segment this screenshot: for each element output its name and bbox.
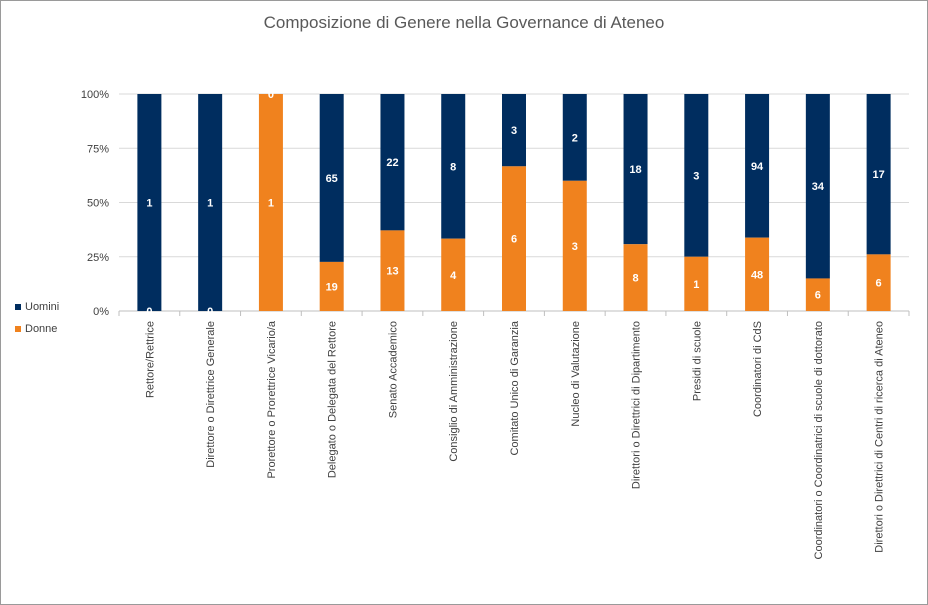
data-label-uomini: 8 <box>450 161 456 173</box>
bar-donne <box>805 278 830 311</box>
y-tick-label: 100% <box>81 89 109 101</box>
data-label-uomini: 0 <box>268 89 274 101</box>
bars: 1 0 1 0 0 1 65 19 22 13 8 4 3 6 2 3 18 8 3 1 94 48 34 6 17 6 <box>137 89 891 318</box>
data-label-donne: 8 <box>632 273 638 285</box>
x-category-label: Coordinatori o Coordinatrici di scuole d… <box>813 321 825 559</box>
bar-uomini <box>623 94 648 245</box>
bar-donne <box>380 230 405 311</box>
bar-donne <box>562 180 587 311</box>
data-label-uomini: 94 <box>751 161 764 173</box>
bar-uomini <box>745 94 770 238</box>
bar-donne <box>502 166 526 311</box>
data-label-donne: 6 <box>815 290 821 302</box>
bar-uomini <box>562 94 587 181</box>
bar-donne <box>441 238 466 311</box>
x-axis: Rettore/Rettrice Direttore o Direttrice G… <box>118 311 910 559</box>
data-label-donne: 48 <box>751 269 763 281</box>
bar-donne <box>258 94 283 311</box>
data-label-uomini: 1 <box>146 198 152 210</box>
data-label-donne: 4 <box>450 270 457 282</box>
y-tick-label: 25% <box>87 252 109 264</box>
x-category-label: Delegato o Delegata del Rettore <box>327 321 339 478</box>
bar-uomini <box>319 94 344 262</box>
bar-donne <box>684 256 709 311</box>
data-label-donne: 3 <box>572 241 578 253</box>
data-label-uomini: 3 <box>511 125 517 137</box>
data-label-donne: 1 <box>693 279 699 291</box>
legend: Uomini Donne <box>15 301 59 335</box>
bar-uomini <box>198 94 223 311</box>
x-category-label: Senato Accademico <box>387 321 399 418</box>
x-category-label: Coordinatori di CdS <box>752 321 764 417</box>
data-label-donne: 6 <box>876 278 882 290</box>
x-category-label: Direttori o Direttrici di Dipartimento <box>631 321 643 489</box>
legend-swatch-uomini <box>15 304 21 310</box>
x-category-label: Direttore o Direttrice Generale <box>205 321 217 468</box>
bar-donne <box>745 237 770 311</box>
y-tick-label: 50% <box>87 198 109 210</box>
data-label-donne: 13 <box>386 266 398 278</box>
bar-uomini <box>866 94 891 255</box>
x-category-label: Comitato Unico di Garanzia <box>509 320 521 455</box>
data-label-uomini: 18 <box>629 164 641 176</box>
data-label-donne: 0 <box>207 306 213 318</box>
data-label-donne: 0 <box>146 306 152 318</box>
data-label-donne: 1 <box>268 198 274 210</box>
data-label-donne: 6 <box>511 234 517 246</box>
x-category-label: Direttori o Direttrici di Centri di rice… <box>874 321 886 553</box>
data-label-uomini: 3 <box>693 170 699 182</box>
x-category-label: Presidi di scuole <box>691 321 703 401</box>
legend-swatch-donne <box>15 326 21 332</box>
x-category-label: Rettore/Rettrice <box>144 321 156 398</box>
y-tick-label: 0% <box>93 306 109 318</box>
legend-label-uomini: Uomini <box>25 301 59 313</box>
legend-label-donne: Donne <box>25 323 57 335</box>
x-category-label: Prorettore o Prorettrice Vicario/a <box>266 320 278 478</box>
bar-uomini <box>502 94 526 167</box>
data-label-uomini: 2 <box>572 132 578 144</box>
data-label-donne: 19 <box>326 281 338 293</box>
x-category-label: Consiglio di Amministrazione <box>448 321 460 462</box>
y-tick-label: 75% <box>87 143 109 155</box>
bar-uomini <box>441 94 466 239</box>
bar-uomini <box>805 94 830 279</box>
chart-title: Composizione di Genere nella Governance … <box>264 13 665 32</box>
bar-uomini <box>137 94 162 311</box>
bar-donne <box>623 244 648 311</box>
data-label-uomini: 65 <box>326 173 338 185</box>
y-axis: 0% 25% 50% 75% 100% <box>81 89 109 318</box>
bar-uomini <box>684 94 709 257</box>
data-label-uomini: 17 <box>872 169 884 181</box>
x-category-label: Nucleo di Valutazione <box>570 321 582 427</box>
bar-uomini <box>380 94 405 231</box>
data-label-uomini: 34 <box>812 181 825 193</box>
bar-donne <box>319 261 344 311</box>
data-label-uomini: 1 <box>207 198 213 210</box>
data-label-uomini: 22 <box>386 157 398 169</box>
bar-donne <box>866 254 891 311</box>
